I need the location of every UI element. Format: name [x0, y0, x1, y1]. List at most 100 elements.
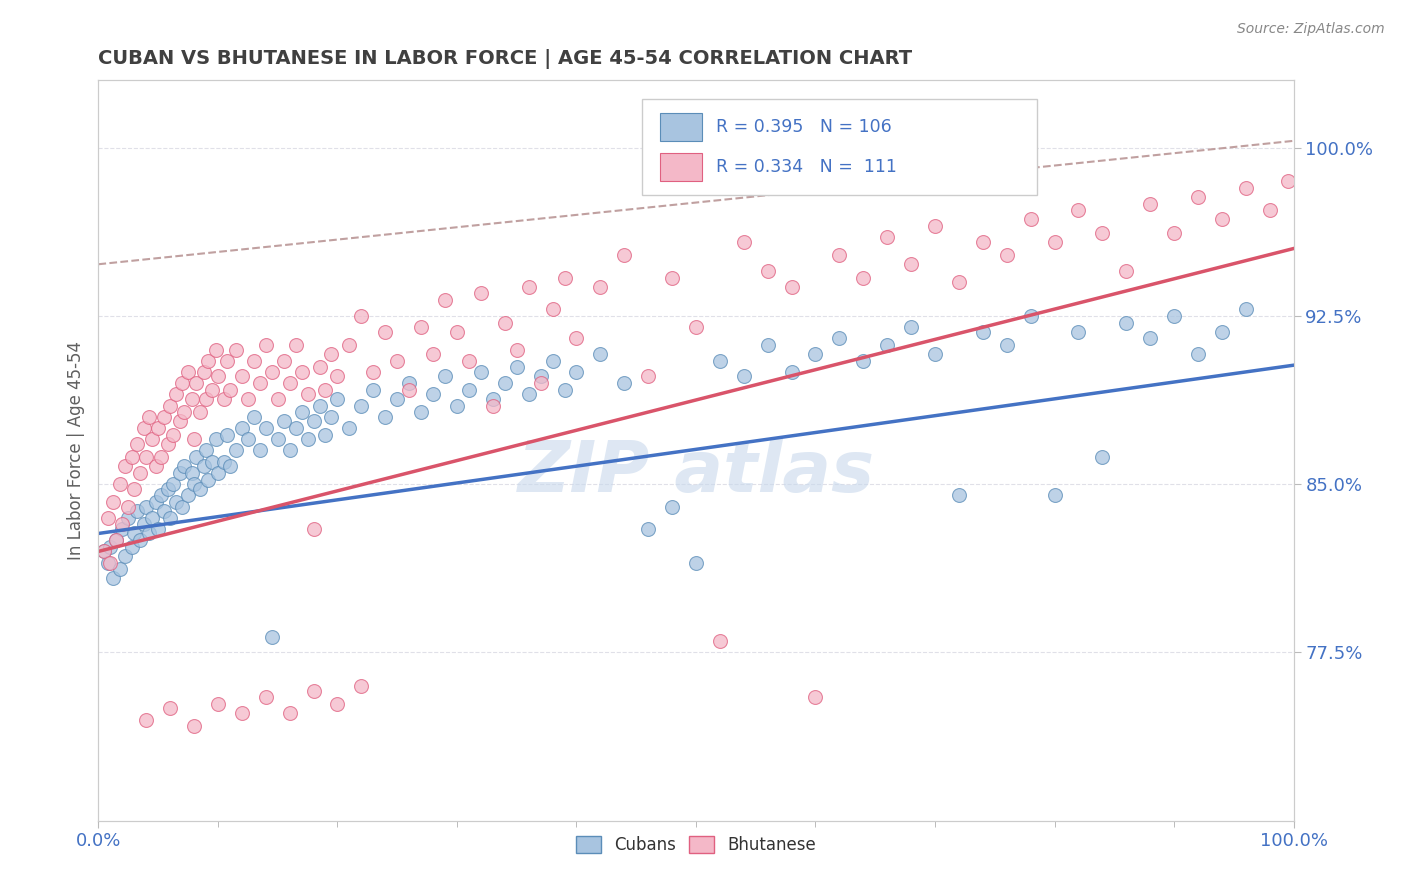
Text: ZIP atlas: ZIP atlas	[517, 438, 875, 508]
Point	[249, 443, 271, 458]
Point	[1277, 174, 1299, 188]
Point	[1234, 181, 1257, 195]
Point	[446, 325, 468, 339]
Point	[972, 235, 994, 249]
Point	[876, 338, 898, 352]
Point	[243, 409, 266, 424]
Point	[470, 365, 492, 379]
Point	[177, 365, 200, 379]
Point	[212, 455, 235, 469]
Point	[541, 302, 564, 317]
Point	[972, 325, 994, 339]
Point	[804, 347, 827, 361]
Point	[828, 331, 851, 345]
Point	[350, 679, 373, 693]
Point	[315, 427, 337, 442]
Point	[589, 347, 612, 361]
Point	[1187, 190, 1209, 204]
Point	[565, 331, 588, 345]
Point	[149, 488, 172, 502]
Point	[637, 522, 659, 536]
Point	[254, 421, 277, 435]
Point	[183, 719, 205, 733]
Point	[273, 414, 295, 428]
Point	[1163, 309, 1185, 323]
Point	[97, 556, 120, 570]
Point	[398, 376, 420, 391]
Point	[948, 488, 970, 502]
Point	[422, 347, 444, 361]
Point	[1187, 347, 1209, 361]
Point	[105, 533, 128, 548]
Point	[517, 387, 540, 401]
Point	[302, 683, 325, 698]
Point	[183, 477, 205, 491]
Point	[995, 338, 1018, 352]
Point	[165, 495, 187, 509]
Point	[129, 466, 152, 480]
Point	[98, 556, 122, 570]
Point	[278, 443, 301, 458]
Point	[231, 706, 253, 720]
Point	[315, 383, 337, 397]
Bar	[661, 153, 702, 181]
Point	[173, 459, 195, 474]
Point	[284, 338, 307, 352]
Point	[186, 450, 208, 465]
Point	[125, 436, 148, 450]
Point	[374, 325, 396, 339]
Point	[326, 369, 349, 384]
Point	[709, 634, 731, 648]
Point	[1115, 316, 1137, 330]
Point	[254, 338, 277, 352]
Point	[308, 399, 330, 413]
Point	[308, 360, 330, 375]
Point	[153, 504, 176, 518]
Point	[297, 387, 319, 401]
Point	[339, 421, 361, 435]
Point	[141, 510, 163, 524]
Point	[156, 436, 179, 450]
Point	[219, 383, 242, 397]
Point	[1091, 226, 1114, 240]
Point	[494, 376, 516, 391]
Point	[661, 270, 683, 285]
Point	[197, 353, 219, 368]
Point	[183, 432, 205, 446]
Point	[481, 392, 505, 406]
Point	[733, 369, 755, 384]
Point	[876, 230, 898, 244]
Point	[1258, 203, 1281, 218]
Point	[326, 697, 349, 711]
Point	[385, 392, 409, 406]
Point	[162, 477, 184, 491]
FancyBboxPatch shape	[643, 99, 1036, 195]
Point	[297, 432, 319, 446]
Point	[900, 257, 922, 271]
Point	[291, 405, 314, 419]
Point	[398, 383, 420, 397]
Point	[1139, 331, 1161, 345]
Point	[93, 544, 115, 558]
Point	[1043, 488, 1066, 502]
Point	[637, 369, 659, 384]
Point	[470, 286, 492, 301]
Point	[685, 556, 707, 570]
Point	[125, 504, 148, 518]
Point	[284, 421, 307, 435]
Point	[138, 526, 160, 541]
Point	[193, 365, 215, 379]
Point	[1234, 302, 1257, 317]
Point	[267, 392, 290, 406]
Point	[339, 338, 361, 352]
Point	[172, 500, 194, 514]
Point	[153, 409, 176, 424]
Point	[260, 365, 283, 379]
Point	[554, 270, 576, 285]
Point	[148, 522, 170, 536]
Point	[145, 459, 167, 474]
Point	[243, 353, 266, 368]
Point	[1211, 325, 1233, 339]
Point	[108, 562, 131, 576]
Point	[828, 248, 851, 262]
